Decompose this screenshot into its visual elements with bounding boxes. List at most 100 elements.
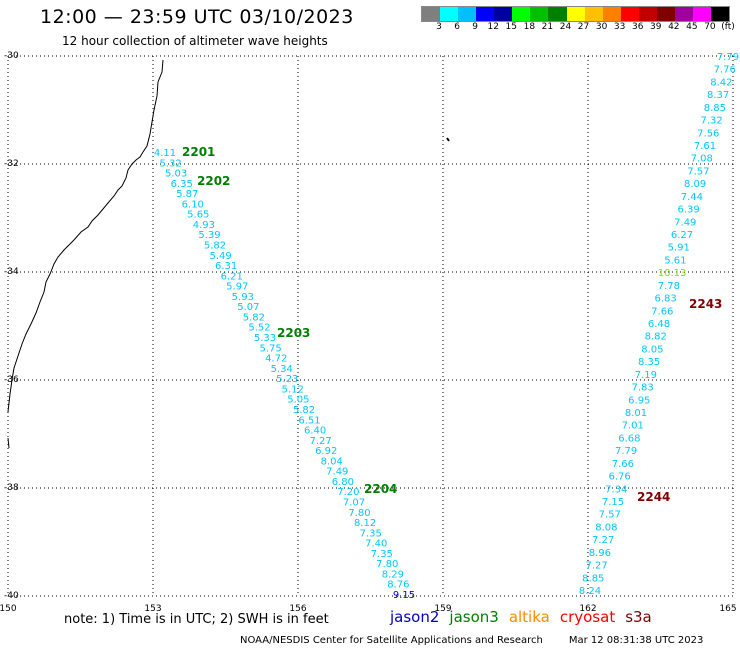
pass-time-label: 2202 [197,174,230,188]
longitude-label: 153 [144,604,162,614]
swh-value-label: 5.87 [176,189,198,200]
swh-value-label: 7.49 [326,467,348,478]
color-scale-labels: 3 6 9 12 15 18 21 24 27 30 33 36 39 42 45 70 (ft) [421,22,735,34]
swh-value-label: 7.61 [694,141,716,152]
color-scale-label: 6 [454,22,460,32]
pass-time-label: 2201 [182,145,215,159]
swh-value-label: 7.66 [651,306,673,317]
swh-value-label: 5.93 [232,292,254,303]
swh-value-label: 8.37 [707,90,729,101]
coastline [7,59,164,413]
swh-value-label: 5.52 [248,323,270,334]
swh-value-label: 7.27 [309,436,331,447]
latitude-label: -30 [4,51,19,61]
color-swatch-16 [711,7,730,21]
pass-time-label: 2203 [277,326,310,340]
color-swatch-15 [692,7,711,21]
swh-value-label: 7.83 [631,383,653,394]
swh-value-label: 7.40 [365,539,387,550]
swh-value-label: 8.42 [710,77,732,88]
page-subtitle: 12 hour collection of altimeter wave hei… [62,34,328,48]
longitude-label: 159 [434,604,452,614]
swh-value-label: 8.82 [645,332,667,343]
satellite-legend-item: jason2 [390,608,440,626]
track-right: 7.797.768.428.378.857.327.567.617.087.57… [579,52,739,597]
swh-value-label: 7.34 [605,484,627,495]
color-scale-label: (ft) [721,22,735,32]
swh-value-label: 7.66 [612,459,634,470]
swh-value-label: 5.23 [276,374,298,385]
swh-value-label: 7.78 [658,281,680,292]
longitude-label: 162 [579,604,597,614]
color-swatch-4 [494,7,513,21]
color-swatch-2 [458,7,477,21]
swh-value-label: 7.01 [622,421,644,432]
track-left: 4.115.325.036.355.876.105.654.935.395.82… [154,148,415,601]
pass-time-label: 2243 [689,297,722,311]
color-scale-label: 30 [595,22,608,32]
footer-org: NOAA/NESDIS Center for Satellite Applica… [240,635,543,646]
swh-value-label: 6.80 [332,477,354,488]
swh-value-label: 5.05 [287,395,309,406]
swh-value-label: 7.79 [615,446,637,457]
longitude-label: 165 [719,604,737,614]
color-scale-label: 9 [472,22,479,32]
color-scale-label: 18 [523,22,536,32]
footer-timestamp: Mar 12 08:31:38 UTC 2023 [568,635,704,646]
swh-value-label: 7.27 [592,535,614,546]
swh-value-label: 8.04 [321,456,343,467]
swh-value-label: 7.44 [681,192,703,203]
swh-value-label: 10.13 [658,268,687,279]
swh-value-label: 8.09 [684,179,706,190]
latitude-label: -34 [4,267,19,277]
color-scale-label: 12 [487,22,499,32]
swh-value-label: 7.19 [635,370,657,381]
swh-value-label: 5.33 [254,333,276,344]
longitude-label: 150 [0,604,17,614]
color-scale-label: 21 [541,22,554,32]
swh-value-label: 5.07 [237,302,259,313]
swh-value-label: 5.32 [159,158,181,169]
swh-value-label: 6.27 [671,230,693,241]
swh-value-label: 5.82 [243,313,265,324]
swh-value-label: 6.39 [677,205,699,216]
swh-value-label: 6.68 [618,433,640,444]
swh-value-label: 6.51 [298,415,320,426]
color-swatch-7 [548,7,567,21]
color-scale-label: 39 [650,22,662,32]
swh-value-label: 7.32 [700,116,722,127]
pass-time-label: 2204 [364,482,397,496]
swh-value-label: 4.72 [265,354,287,365]
swh-value-label: 7.27 [585,561,607,572]
color-swatch-9 [584,7,603,21]
swh-value-label: 6.92 [315,446,337,457]
color-swatch-6 [530,7,549,21]
swh-value-label: 7.35 [371,549,393,560]
swh-value-label: 7.80 [376,559,398,570]
swh-value-label: 8.12 [354,518,376,529]
swh-value-label: 9.15 [393,590,415,601]
color-swatch-8 [566,7,585,21]
color-swatch-3 [476,7,495,21]
swh-value-label: 5.82 [293,405,315,416]
color-swatch-10 [602,7,621,21]
swh-value-label: 7.20 [337,487,359,498]
swh-value-label: 6.21 [221,271,243,282]
swh-value-label: 5.65 [187,210,209,221]
color-swatch-11 [620,7,639,21]
color-swatch-0 [422,7,441,21]
swh-value-label: 4.93 [193,220,215,231]
coastline-islet [7,437,10,449]
swh-value-label: 6.95 [628,395,650,406]
color-scale-label: 15 [505,22,518,32]
swh-value-label: 5.12 [282,384,304,395]
swh-value-label: 4.11 [154,148,176,159]
swh-value-label: 5.49 [209,251,231,262]
pass-time-label: 2244 [637,490,670,504]
swh-value-label: 6.40 [304,426,326,437]
longitude-label: 156 [289,604,307,614]
swh-value-label: 5.91 [668,243,690,254]
swh-value-label: 5.03 [165,169,187,180]
swh-value-label: 7.35 [360,528,382,539]
latitude-label: -40 [4,591,19,601]
